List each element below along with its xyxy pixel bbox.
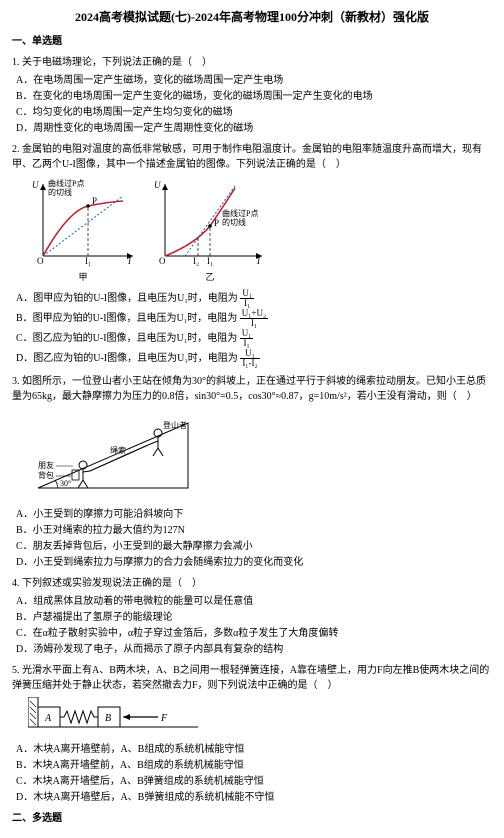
p-label: P: [92, 196, 97, 206]
q2-option-d: D．图乙应为铂的U-I图像，且电压为U₁时，电阻为 U₁I₁-I₂: [16, 349, 492, 368]
tangent-label-left: 曲线过P点: [48, 178, 84, 188]
svg-text:背包: 背包: [38, 470, 54, 480]
svg-text:I₁: I₁: [207, 256, 213, 266]
svg-text:O: O: [159, 256, 166, 266]
svg-text:的切线: 的切线: [48, 187, 72, 197]
tangent-label-right: 曲线过P点: [222, 208, 258, 218]
q2-option-c: C．图乙应为铂的U-I图像，且电压为U₁时，电阻为 U₁I₁: [16, 329, 492, 348]
svg-text:A: A: [44, 713, 52, 724]
q5-option-c: C．木块A离开墙壁后，A、B弹簧组成的系统机械能守恒: [16, 774, 492, 789]
q2-figure: P O I₁ I U 曲线过P点 的切线 甲 P: [28, 176, 492, 285]
q4-option-a: A．组成黑体且放动着的带电微粒的能量可以是任意值: [16, 594, 492, 609]
q3-option-c: C．朋友丢掉背包后，小王受到的最大静摩擦力会减小: [16, 539, 492, 554]
q4-option-c: C．在α粒子散射实验中，α粒子穿过金箔后，多数α粒子发生了大角度偏转: [16, 626, 492, 641]
q5-option-a: A．木块A离开墙壁前，A、B组成的系统机械能守恒: [16, 742, 492, 757]
svg-text:绳索: 绳索: [110, 445, 126, 455]
q3-option-d: D．小王受到绳索拉力与摩擦力的合力会随绳索拉力的变化而变化: [16, 555, 492, 570]
q1-option-a: A．在电场周围一定产生磁场，变化的磁场周围一定产生电场: [16, 73, 492, 88]
page-title: 2024高考模拟试题(七)-2024年高考物理100分冲刺（新教材）强化版: [12, 8, 492, 26]
svg-text:I: I: [127, 256, 132, 266]
q3-figure: 30° 登山者 绳索 朋友 背包: [28, 408, 492, 503]
svg-text:O: O: [37, 256, 44, 266]
svg-text:朋友: 朋友: [38, 460, 54, 470]
question-2: 2. 金属铂的电阻对温度的高低非常敏感，可用于制作电阻温度计。金属铂的电阻率随温…: [12, 142, 492, 368]
q1-option-b: B．在变化的电场周围一定产生变化的磁场，变化的磁场周围一定产生变化的电场: [16, 89, 492, 104]
q5-stem: 5. 光滑水平面上有A、B两木块，A、B之间用一根轻弹簧连接，A靠在墙壁上，用力…: [12, 663, 492, 693]
svg-text:I₂: I₂: [193, 256, 199, 266]
q3-option-a: A．小王受到的摩擦力可能沿斜坡向下: [16, 507, 492, 522]
svg-text:U: U: [32, 180, 39, 190]
q4-option-b: B．卢瑟福提出了氢原子的能级理论: [16, 610, 492, 625]
question-4: 4. 下列叙述或实验发现说法正确的是（ ） A．组成黑体且放动着的带电微粒的能量…: [12, 576, 492, 657]
q3-option-b: B．小王对绳索的拉力最大值约为127N: [16, 523, 492, 538]
svg-text:F: F: [160, 713, 168, 724]
q1-option-c: C．均匀变化的电场周围一定产生均匀变化的磁场: [16, 105, 492, 120]
q2-graph-left: P O I₁ I U 曲线过P点 的切线 甲: [28, 176, 138, 285]
q1-option-d: D．周期性变化的电场周围一定产生周期性变化的磁场: [16, 121, 492, 136]
q2-cap-left: 甲: [28, 271, 138, 285]
q2-stem: 2. 金属铂的电阻对温度的高低非常敏感，可用于制作电阻温度计。金属铂的电阻率随温…: [12, 142, 492, 172]
svg-text:30°: 30°: [60, 479, 71, 488]
section-2-head: 二、多选题: [12, 811, 492, 826]
svg-text:登山者: 登山者: [163, 420, 187, 430]
svg-text:P: P: [214, 218, 219, 228]
question-1: 1. 关于电磁场理论，下列说法正确的是（ ） A．在电场周围一定产生磁场，变化的…: [12, 55, 492, 136]
q5-figure: A B F: [28, 697, 492, 738]
question-3: 3. 如图所示，一位登山者小王站在倾角为30°的斜坡上，正在通过平行于斜坡的绳索…: [12, 374, 492, 570]
svg-text:B: B: [105, 713, 111, 724]
svg-text:I: I: [256, 256, 261, 266]
q5-option-d: D．木块A离开墙壁后，A、B弹簧组成的系统机械能不守恒: [16, 790, 492, 805]
q3-stem: 3. 如图所示，一位登山者小王站在倾角为30°的斜坡上，正在通过平行于斜坡的绳索…: [12, 374, 492, 404]
q2-option-b: B．图甲应为铂的U-I图像，且电压为U₁时，电阻为 U₁+U₂I₁: [16, 309, 492, 328]
q5-option-b: B．木块A离开墙壁前，A、B组成的系统机械能守恒: [16, 758, 492, 773]
q2-option-a: A．图甲应为铂的U-I图像，且电压为U₁时，电阻为 U₁I₁: [16, 289, 492, 308]
q4-stem: 4. 下列叙述或实验发现说法正确的是（ ）: [12, 576, 492, 591]
q4-option-d: D．汤姆孙发现了电子，从而揭示了原子内部具有复杂的结构: [16, 642, 492, 657]
svg-text:的切线: 的切线: [222, 217, 246, 227]
section-1-head: 一、单选题: [12, 34, 492, 49]
q2-graph-right: P O I₂ I₁ I U 曲线过P点 的切线 乙: [150, 176, 270, 285]
svg-text:I₁: I₁: [85, 256, 91, 266]
question-5: 5. 光滑水平面上有A、B两木块，A、B之间用一根轻弹簧连接，A靠在墙壁上，用力…: [12, 663, 492, 805]
q2-cap-right: 乙: [150, 271, 270, 285]
svg-text:U: U: [154, 180, 161, 190]
q1-stem: 1. 关于电磁场理论，下列说法正确的是（ ）: [12, 55, 492, 70]
